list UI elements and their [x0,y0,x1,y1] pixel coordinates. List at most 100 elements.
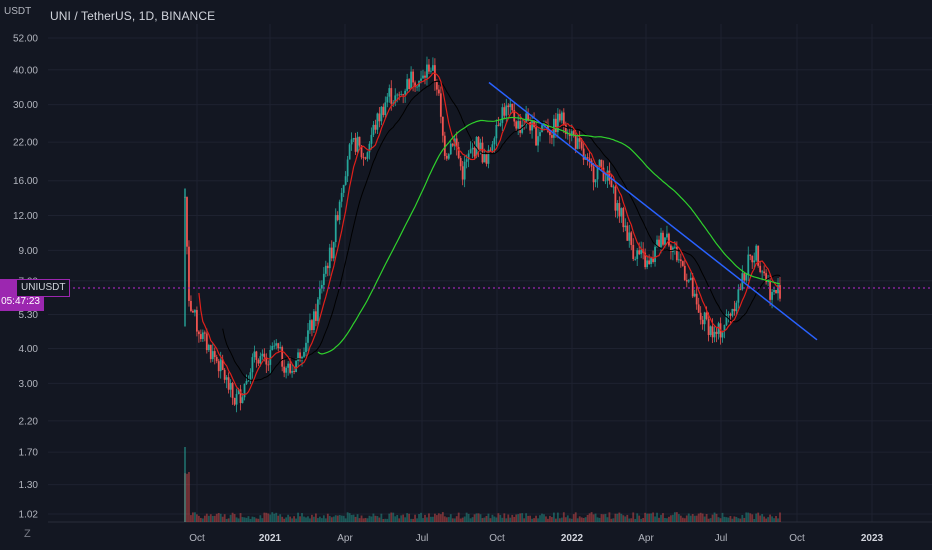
candle-body [194,310,196,313]
candle-body [499,122,502,126]
candle-body [412,71,414,83]
volume-bar [624,516,627,522]
volume-bar [582,518,585,522]
volume-bar [517,514,520,522]
volume-bar [398,518,401,522]
volume-bar [616,513,619,522]
volume-bar [293,516,295,522]
volume-bar [656,512,658,522]
trendline[interactable] [488,81,818,341]
volume-bar [570,518,573,522]
volume-bar [731,518,734,522]
candle-body [263,353,266,358]
candle-body [239,389,242,404]
candle-body [670,245,672,253]
volume-bar [356,514,359,522]
candle-body [223,369,226,380]
volume-bar [691,514,694,522]
volume-bar [221,516,224,522]
volume-bar [709,518,712,522]
volume-bar [378,517,381,522]
candle-body [747,254,750,275]
volume-bar [432,516,434,522]
candle-body [311,320,313,330]
candle-body [295,360,297,373]
candle-body [679,259,682,262]
x-tick-label: Oct [189,533,205,544]
candle-body [215,357,218,362]
candle-body [570,131,573,137]
volume-bar [773,518,775,522]
volume-bar [287,514,290,522]
reset-scale-button[interactable]: Z [24,528,31,540]
volume-bar [271,512,274,522]
candle-body [503,107,506,116]
volume-bar [324,518,327,522]
candle-body [336,215,339,220]
candle-body [328,247,331,269]
volume-bar [289,516,292,522]
candles [184,56,781,413]
candle-body [779,285,781,299]
candle-body [410,71,412,90]
candle-body [539,132,541,137]
candle-body [632,244,635,259]
volume-bar [775,515,777,522]
volume-bar [459,518,462,522]
y-tick-label: 16.00 [13,176,38,187]
candle-body [449,143,452,155]
x-tick-label: 2023 [861,533,884,544]
candle-body [237,389,240,395]
candle-body [697,304,700,313]
chart-grid [48,24,932,523]
candle-body [330,247,333,259]
volume-bar [315,513,317,522]
candle-body [273,345,276,347]
candle-body [225,377,228,380]
candle-body [715,331,718,334]
candle-body [600,159,603,168]
candle-body [354,138,357,152]
volume-bar [263,512,266,522]
candle-body [644,252,647,268]
volume-bar [404,517,407,522]
volume-bar [535,515,537,522]
candle-body [443,135,446,156]
listing-volume [184,447,186,522]
volume-bar [727,517,730,522]
candle-body [620,208,623,217]
volume-bar [320,518,323,522]
volume-bar [594,513,597,522]
candle-body [406,79,409,91]
candle-body [334,215,337,243]
candle-body [297,352,299,361]
volume-bar [305,517,307,522]
candle-body [315,311,317,321]
volume-bar [392,512,395,522]
candle-body [745,274,748,281]
candle-body [221,359,224,370]
candle-body [521,124,524,133]
candle-body [197,331,200,335]
candle-body [666,233,668,238]
candle-body [656,239,658,247]
volume-bar [588,513,591,522]
candle-body [457,147,460,158]
volume-bar [231,512,234,522]
candle-body [646,260,649,268]
volume-bar [199,517,202,522]
candle-body [186,197,188,247]
volume-bar [449,514,452,522]
candle-body [265,357,268,365]
volume-bar [525,513,528,522]
volume-bar [382,518,385,522]
volume-bar [257,518,260,522]
candle-body [201,332,204,339]
y-tick-label: 22.00 [13,138,38,149]
volume-bar [574,512,577,522]
volume-bar [259,515,262,522]
candle-body [241,397,244,404]
volume-bar [445,517,448,522]
candle-body [691,277,694,297]
